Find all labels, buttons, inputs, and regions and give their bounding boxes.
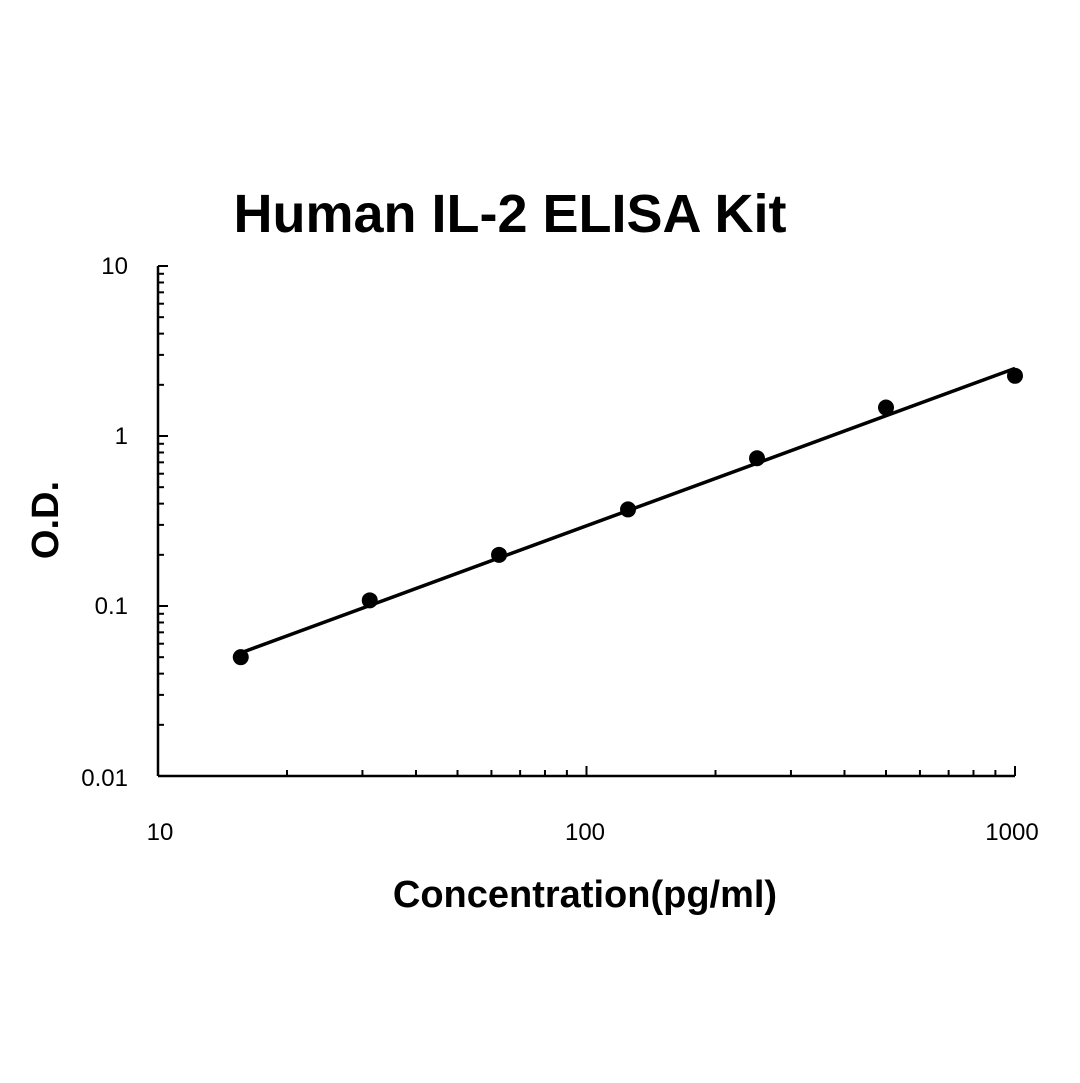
data-point: [620, 501, 637, 518]
x-tick-label-10: 10: [147, 819, 174, 846]
x-tick-label-100: 100: [565, 819, 605, 846]
data-point: [749, 450, 766, 467]
y-tick-label-10: 10: [101, 253, 128, 280]
x-minor-ticks: [157, 766, 1016, 776]
data-point: [232, 649, 249, 666]
x-axis-title: Concentration(pg/ml): [393, 874, 777, 916]
chart-title: Human IL-2 ELISA Kit: [233, 184, 786, 244]
y-tick-label-0-1: 0.1: [95, 593, 128, 620]
y-tick-label-0-01: 0.01: [81, 765, 128, 792]
x-tick-labels: 10 100 1000: [147, 819, 1039, 846]
y-tick-labels: 10 1 0.1 0.01: [81, 253, 128, 792]
y-minor-ticks: [158, 265, 168, 777]
data-point: [1007, 367, 1023, 384]
data-point: [491, 546, 508, 563]
x-tick-label-1000: 1000: [985, 819, 1038, 846]
data-point: [361, 592, 378, 609]
data-point: [878, 399, 895, 416]
y-axis-title: O.D.: [25, 481, 67, 559]
axes: [156, 265, 1016, 778]
data-points: [232, 367, 1023, 666]
y-tick-label-1: 1: [115, 423, 128, 450]
